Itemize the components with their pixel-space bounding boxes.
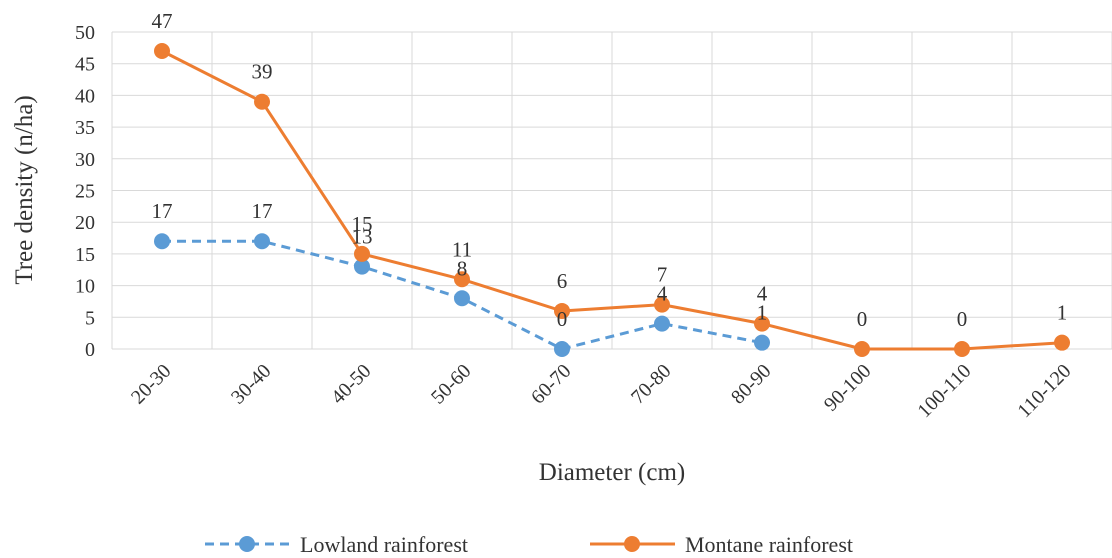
- y-tick-label: 40: [75, 85, 95, 107]
- x-tick-label: 30-40: [227, 360, 276, 409]
- y-axis-ticks: 0 5 10 15 20 25 30 35 40 45 50: [75, 22, 95, 361]
- x-tick-label: 50-60: [427, 360, 476, 409]
- data-point: [954, 341, 970, 357]
- y-tick-label: 15: [75, 244, 95, 266]
- legend-label: Montane rainforest: [685, 532, 853, 557]
- y-tick-label: 50: [75, 22, 95, 44]
- data-label: 0: [857, 307, 868, 331]
- data-label: 11: [452, 237, 472, 261]
- y-axis-title: Tree density (n/ha): [11, 95, 38, 284]
- y-tick-label: 45: [75, 54, 95, 76]
- x-tick-label: 20-30: [127, 360, 176, 409]
- data-label: 7: [657, 263, 668, 287]
- data-point: [1054, 335, 1070, 351]
- data-point: [554, 341, 570, 357]
- data-point: [254, 233, 270, 249]
- legend-marker: [624, 536, 640, 552]
- data-point: [154, 233, 170, 249]
- x-tick-label: 40-50: [327, 360, 376, 409]
- data-point: [754, 335, 770, 351]
- data-point: [854, 341, 870, 357]
- y-tick-label: 35: [75, 117, 95, 139]
- data-point: [154, 43, 170, 59]
- y-tick-label: 0: [85, 339, 95, 361]
- x-tick-label: 80-90: [727, 360, 776, 409]
- data-label: 0: [957, 307, 968, 331]
- legend-marker: [239, 536, 255, 552]
- y-tick-label: 30: [75, 149, 95, 171]
- x-tick-label: 90-100: [820, 360, 876, 416]
- y-tick-label: 5: [85, 307, 95, 329]
- data-label: 6: [557, 269, 568, 293]
- legend: Lowland rainforest Montane rainforest: [205, 532, 853, 557]
- data-label: 1: [1057, 301, 1068, 325]
- data-point: [454, 290, 470, 306]
- x-tick-label: 100-110: [913, 360, 975, 422]
- x-tick-label: 60-70: [527, 360, 576, 409]
- x-axis-title: Diameter (cm): [539, 459, 685, 486]
- x-axis-ticks: 20-30 30-40 40-50 50-60 60-70 70-80 80-90 90-10…: [127, 360, 1076, 422]
- y-tick-label: 10: [75, 276, 95, 298]
- data-label: 39: [252, 60, 273, 84]
- data-point: [254, 94, 270, 110]
- y-tick-label: 20: [75, 212, 95, 234]
- data-label: 4: [757, 282, 768, 306]
- y-tick-label: 25: [75, 181, 95, 203]
- data-label: 0: [557, 307, 568, 331]
- data-label: 17: [252, 199, 273, 223]
- data-point: [654, 316, 670, 332]
- data-label: 15: [352, 212, 373, 236]
- data-label: 47: [152, 9, 173, 33]
- data-label: 17: [152, 199, 173, 223]
- x-tick-label: 110-120: [1013, 360, 1075, 422]
- x-tick-label: 70-80: [627, 360, 676, 409]
- legend-label: Lowland rainforest: [300, 532, 468, 557]
